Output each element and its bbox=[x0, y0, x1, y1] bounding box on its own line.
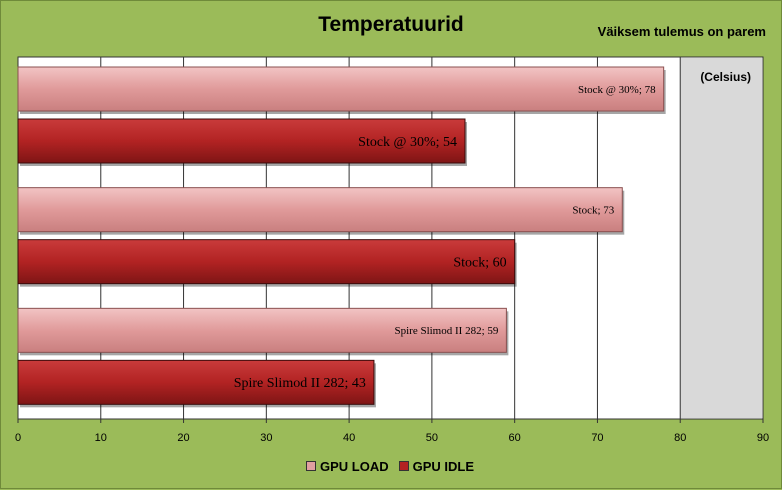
bar-idle-label: Spire Slimod II 282; 43 bbox=[234, 376, 366, 391]
x-tick-label: 70 bbox=[591, 432, 603, 444]
x-tick-label: 90 bbox=[757, 432, 769, 444]
chart-subtitle: Väiksem tulemus on parem bbox=[597, 24, 766, 39]
bar-idle bbox=[17, 359, 375, 405]
x-tick-label: 60 bbox=[509, 432, 521, 444]
x-tick-label: 20 bbox=[177, 432, 189, 444]
x-tick-label: 80 bbox=[674, 432, 686, 444]
bar-load bbox=[17, 307, 507, 353]
legend-swatch-idle bbox=[398, 461, 409, 471]
legend-label-load: GPU LOAD bbox=[320, 458, 389, 474]
x-tick-label: 40 bbox=[343, 432, 355, 444]
bar-load-label: Stock; 73 bbox=[572, 205, 614, 217]
x-tick-label: 30 bbox=[260, 432, 272, 444]
plot-area bbox=[17, 56, 764, 420]
x-tick-label: 50 bbox=[426, 432, 438, 444]
bar-idle bbox=[17, 239, 516, 285]
legend-swatch-load bbox=[306, 461, 316, 471]
bar-load-label: Spire Slimod II 282; 59 bbox=[394, 325, 498, 337]
bar-load bbox=[17, 66, 665, 112]
legend-item-idle: GPU IDLE bbox=[398, 458, 475, 474]
chart-title: Temperatuurid bbox=[318, 13, 464, 36]
x-tick-label: 10 bbox=[95, 432, 107, 444]
legend-label-idle: GPU IDLE bbox=[412, 458, 475, 474]
bar-idle-label: Stock; 60 bbox=[453, 256, 506, 271]
bar-idle bbox=[17, 118, 466, 164]
x-tick-label: 0 bbox=[15, 432, 21, 444]
bar-idle-label: Stock @ 30%; 54 bbox=[358, 135, 457, 150]
legend: GPU LOAD GPU IDLE bbox=[306, 458, 474, 474]
bar-load-label: Stock @ 30%; 78 bbox=[578, 84, 656, 96]
unit-label: (Celsius) bbox=[700, 70, 751, 84]
legend-item-load: GPU LOAD bbox=[306, 459, 389, 474]
bar-load bbox=[17, 187, 623, 233]
plot-area-shaded bbox=[680, 58, 762, 418]
